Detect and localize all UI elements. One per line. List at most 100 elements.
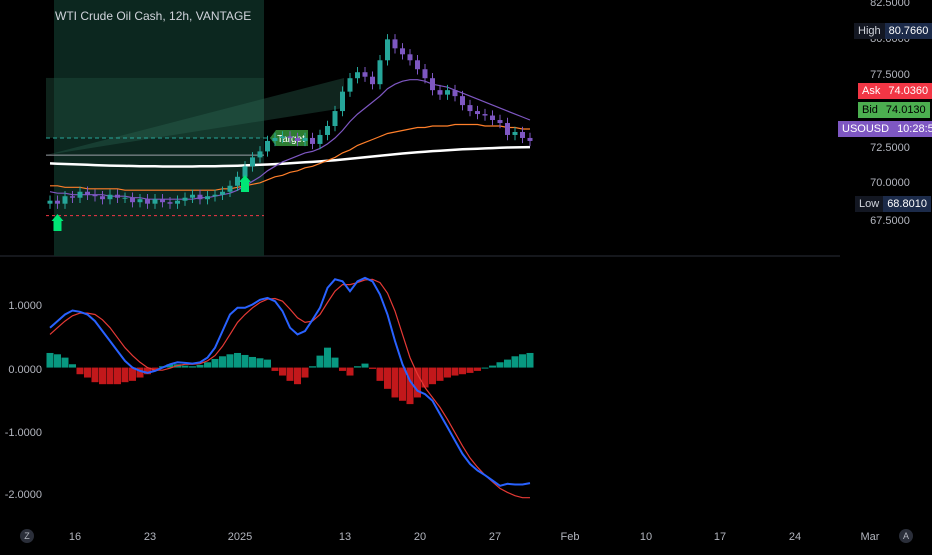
candle — [490, 115, 495, 121]
candle — [407, 54, 413, 61]
chart-title: WTI Crude Oil Cash, 12h, VANTAGE — [55, 9, 252, 23]
histogram-bar — [436, 367, 444, 381]
histogram-bar — [496, 362, 504, 368]
histogram-bar — [279, 367, 286, 376]
histogram-bar — [249, 356, 256, 368]
candle — [317, 134, 323, 144]
candle — [100, 196, 105, 200]
position-zone — [54, 0, 264, 256]
candle — [167, 202, 173, 204]
histogram-bar — [241, 354, 249, 368]
ma-slow-line — [50, 123, 530, 191]
candle — [475, 111, 480, 115]
ma-long-line — [49, 145, 531, 168]
candle — [452, 90, 458, 97]
candle — [340, 91, 345, 112]
macd-line — [49, 276, 531, 487]
candle — [55, 200, 60, 204]
candle — [130, 197, 135, 203]
histogram-bar — [489, 365, 496, 368]
high-tag: High 80.7660 — [854, 23, 932, 39]
candle — [160, 199, 165, 203]
candle — [505, 123, 510, 135]
timezone-button[interactable]: Z — [20, 529, 34, 543]
histogram-bar — [504, 359, 511, 368]
buy-arrow — [51, 214, 64, 231]
histogram-bar — [354, 366, 361, 368]
candle — [220, 191, 225, 195]
bid-label: Bid — [858, 102, 882, 118]
osc-axis-label: -2.0000 — [5, 489, 42, 501]
candle — [265, 140, 270, 152]
candle — [92, 194, 98, 197]
candle — [287, 136, 293, 138]
osc-axis-label: 1.0000 — [8, 300, 42, 312]
price-axis-label: 70.0000 — [870, 177, 910, 189]
histogram-bar — [226, 354, 234, 368]
histogram-bar — [264, 359, 271, 368]
candle — [400, 48, 405, 55]
candle — [347, 78, 353, 92]
signal-line — [49, 278, 530, 499]
histogram-bar — [346, 367, 354, 376]
histogram-bar — [234, 352, 241, 368]
histogram-bar — [136, 367, 144, 378]
histogram-bar — [129, 367, 136, 381]
candle — [445, 90, 450, 95]
histogram-bar — [166, 364, 174, 368]
histogram-bar — [399, 367, 406, 401]
histogram-bar — [84, 367, 91, 378]
candle — [85, 191, 90, 195]
target-badge-label: Target — [277, 134, 305, 145]
histogram-bar — [54, 354, 61, 368]
candle — [527, 137, 533, 141]
high-label: High — [854, 23, 885, 39]
ma-fast-line — [49, 79, 531, 200]
histogram-bar — [444, 367, 451, 378]
time-axis-label: 17 — [714, 531, 726, 543]
projection-wedge — [46, 77, 344, 156]
target-badge — [270, 129, 308, 146]
candle — [520, 131, 525, 138]
candle — [137, 199, 143, 203]
candle — [227, 185, 233, 192]
candle — [355, 72, 360, 79]
histogram-bar — [151, 367, 159, 371]
histogram-bar — [384, 367, 391, 389]
histogram-bar — [481, 367, 489, 369]
time-axis-label: 13 — [339, 531, 351, 543]
buy-arrow — [239, 175, 251, 192]
candle — [182, 197, 188, 201]
candle — [77, 191, 83, 198]
candle — [250, 157, 255, 167]
histogram-bar — [256, 358, 264, 368]
histogram-bar — [211, 358, 219, 368]
histogram-bar — [189, 366, 196, 368]
symbol-tag: USOUSD 10:28:53 — [838, 121, 932, 137]
histogram-bar — [271, 367, 279, 371]
candle — [497, 120, 503, 124]
histogram-bar — [69, 364, 76, 368]
histogram-bar — [451, 367, 459, 376]
low-tag: Low 68.8010 — [855, 196, 931, 212]
auto-scale-button[interactable]: A — [899, 529, 913, 543]
candle — [370, 76, 375, 85]
high-value: 80.7660 — [884, 23, 932, 39]
histogram-bar — [429, 367, 436, 385]
candle — [145, 199, 150, 204]
candle — [385, 39, 390, 61]
candle — [152, 199, 158, 204]
osc-axis-label: -1.0000 — [5, 427, 42, 439]
histogram-bar — [121, 367, 129, 383]
histogram-bar — [76, 367, 84, 375]
histogram-bar — [99, 367, 106, 385]
histogram-bar — [46, 352, 54, 368]
candle — [295, 137, 300, 141]
candle — [422, 69, 428, 79]
histogram-bar — [181, 365, 189, 368]
bid-tag: Bid 74.0130 — [858, 102, 930, 118]
target-zone — [46, 77, 264, 138]
ask-tag: Ask 74.0360 — [858, 83, 932, 99]
